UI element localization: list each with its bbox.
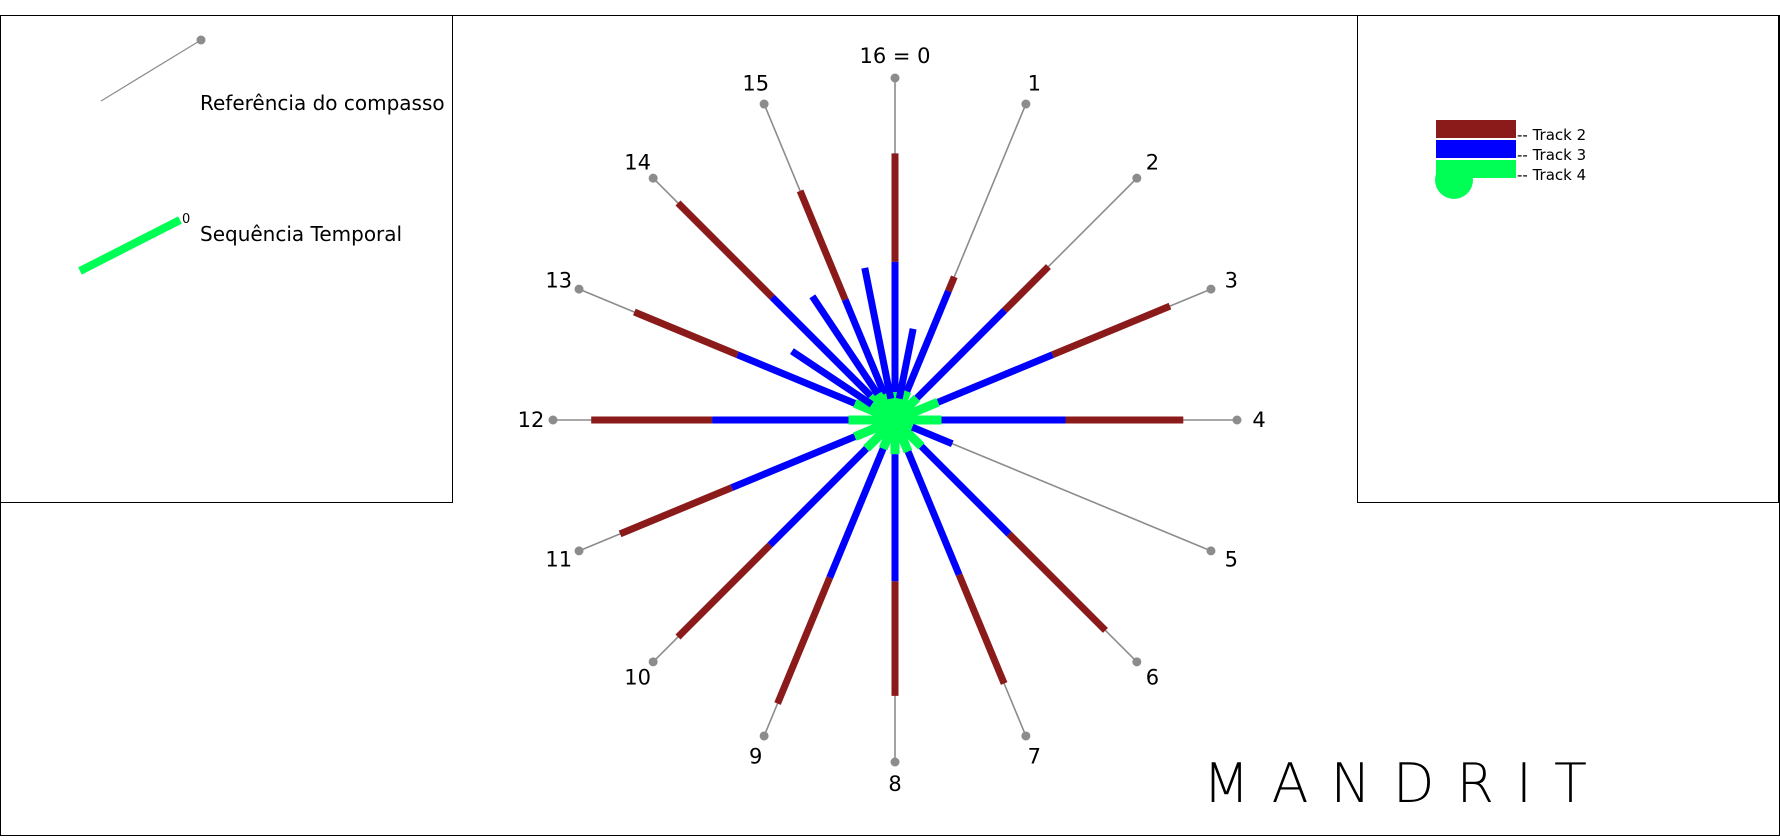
ray-track2-1 (796, 189, 849, 302)
compass-dot-12 (548, 415, 558, 425)
ray-track2-5 (618, 484, 734, 538)
compass-reference-sample-line (100, 39, 202, 102)
ray-track3-2 (769, 294, 874, 399)
ray-track2-13 (1002, 264, 1051, 313)
ray-track4-18 (874, 391, 899, 423)
compass-dot-2 (1132, 173, 1142, 183)
ray-track2-6 (675, 542, 773, 640)
ray-track3-15 (895, 328, 917, 400)
compass-dot-1 (1021, 99, 1031, 109)
compass-dot-0 (890, 73, 900, 83)
compass-label-5: 5 (1225, 547, 1238, 571)
compass-label-10: 10 (624, 665, 651, 689)
right-legend-box (1357, 15, 1779, 503)
temporal-sequence-sample-line (78, 216, 182, 275)
compass-label-9: 9 (749, 744, 762, 768)
compass-label-13: 13 (545, 269, 572, 293)
ray-track3-17 (789, 348, 874, 408)
compass-dot-15 (759, 99, 769, 109)
track2-swatch (1436, 120, 1516, 138)
ray-track2-12 (1051, 302, 1172, 358)
compass-reference-sample-dot (196, 35, 206, 45)
compass-dot-3 (1206, 284, 1216, 294)
temporal-sequence-marker: 0 (182, 212, 190, 227)
track3-swatch (1436, 140, 1516, 158)
compass-dot-8 (890, 757, 900, 767)
compass-dot-10 (648, 657, 658, 667)
ray-track3-16 (861, 267, 895, 400)
compass-label-2: 2 (1146, 151, 1159, 175)
ray-track2-2 (675, 200, 775, 300)
compass-dot-14 (648, 173, 658, 183)
compass-label-7: 7 (1028, 744, 1041, 768)
ray-track3-12 (936, 351, 1054, 406)
compass-dot-9 (759, 731, 769, 741)
ray-track3-18 (809, 294, 881, 397)
compass-dot-4 (1232, 415, 1242, 425)
track4-swatch-cap (1435, 161, 1473, 199)
compass-label-4: 4 (1252, 408, 1265, 432)
ray-track2-14 (945, 275, 958, 293)
ray-track3-19 (910, 423, 954, 447)
left-legend: Referência do compasso 0 Sequência Tempo… (78, 35, 445, 275)
compass-dot-13 (574, 284, 584, 294)
compass-label-14: 14 (624, 151, 651, 175)
compass-dot-5 (1206, 546, 1216, 556)
ray-track3-14 (903, 289, 952, 393)
ray-track4-19 (893, 415, 914, 432)
compass-label-1: 1 (1028, 72, 1041, 96)
track-rays (591, 153, 1184, 705)
track2-label: -- Track 2 (1517, 126, 1586, 144)
ray-track3-10 (918, 443, 1012, 537)
compass-label-3: 3 (1225, 269, 1238, 293)
compass-label-8: 8 (888, 772, 901, 796)
compass-label-0: 16 = 0 (859, 44, 930, 68)
compass-reference-dots (548, 73, 1242, 767)
track-swatches (1435, 120, 1516, 199)
ray-track2-7 (774, 576, 833, 705)
track3-label: -- Track 3 (1517, 146, 1586, 164)
ray-track3-7 (826, 447, 887, 579)
left-legend-box (0, 15, 453, 503)
ray-track3-3 (736, 351, 857, 407)
right-legend: -- Track 2 -- Track 3 -- Track 4 (1435, 120, 1586, 199)
ray-track3-1 (841, 298, 888, 396)
compass-dot-6 (1132, 657, 1142, 667)
ray-track3-9 (904, 450, 963, 576)
compass-dot-11 (574, 546, 584, 556)
compass-dot-7 (1021, 731, 1031, 741)
track4-label: -- Track 4 (1517, 166, 1586, 184)
ray-track3-13 (914, 307, 1008, 401)
compass-label-11: 11 (545, 547, 572, 571)
ray-track2-9 (955, 573, 1008, 685)
temporal-sequence-label: Sequência Temporal (200, 222, 402, 246)
ray-track3-5 (730, 433, 857, 491)
ray-track2-3 (633, 308, 739, 358)
compass-label-6: 6 (1146, 665, 1159, 689)
compass-reference-label: Referência do compasso (200, 91, 445, 115)
brand-wordmark: MANDRIT (1203, 752, 1609, 815)
ray-track2-10 (1006, 531, 1108, 633)
compass-label-12: 12 (518, 408, 545, 432)
compass-label-15: 15 (742, 72, 769, 96)
ray-track3-6 (767, 446, 869, 548)
